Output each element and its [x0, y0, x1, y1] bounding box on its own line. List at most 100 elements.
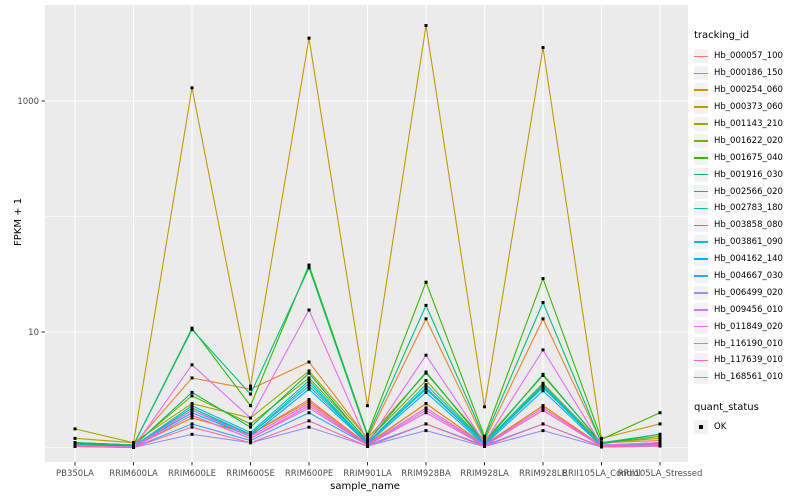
data-point — [424, 429, 428, 433]
legend-item-Hb_001622_020: Hb_001622_020 — [694, 132, 800, 149]
data-point — [658, 436, 662, 440]
panel-background — [45, 5, 688, 462]
data-point — [190, 328, 194, 332]
data-point — [541, 422, 545, 426]
data-point — [190, 432, 194, 436]
data-point — [424, 280, 428, 284]
data-point — [658, 441, 662, 445]
data-point — [541, 429, 545, 433]
line-swatch-icon — [694, 285, 708, 300]
data-point — [424, 24, 428, 28]
data-point — [541, 389, 545, 393]
legend-item-Hb_009456_010: Hb_009456_010 — [694, 301, 800, 318]
data-point — [190, 411, 194, 415]
data-point — [307, 266, 311, 270]
data-point — [190, 402, 194, 406]
data-point — [600, 441, 603, 445]
data-point — [483, 405, 486, 409]
line-swatch-icon — [694, 218, 708, 233]
data-point — [541, 348, 545, 352]
line-swatch-icon — [694, 302, 708, 317]
y-tick-label: 10 — [28, 328, 39, 338]
data-point — [73, 441, 77, 445]
data-point — [366, 441, 369, 445]
data-point — [249, 434, 252, 438]
data-point — [483, 434, 486, 438]
x-tick-label: PB350LA — [56, 469, 94, 479]
legend-item-Hb_004667_030: Hb_004667_030 — [694, 268, 800, 285]
data-point — [249, 384, 252, 388]
data-point — [307, 419, 311, 423]
data-point — [600, 437, 603, 441]
x-tick-label: RRIM928BA — [401, 469, 451, 479]
data-point — [424, 317, 428, 321]
data-point — [541, 386, 545, 390]
data-point — [541, 317, 545, 321]
data-point — [424, 386, 428, 390]
legend-item-label: Hb_006499_020 — [714, 287, 783, 298]
line-swatch-icon — [694, 370, 708, 385]
data-point — [249, 422, 252, 426]
legend-item-Hb_006499_020: Hb_006499_020 — [694, 284, 800, 301]
data-point — [366, 404, 369, 408]
legend-item-Hb_001143_210: Hb_001143_210 — [694, 116, 800, 133]
data-point — [424, 411, 428, 415]
data-point — [424, 408, 428, 412]
data-point — [424, 379, 428, 383]
line-swatch-icon — [694, 133, 708, 148]
data-point — [249, 404, 252, 408]
legend-item-label: Hb_003858_080 — [714, 220, 783, 231]
data-point — [249, 436, 252, 440]
legend-item-label: Hb_000254_060 — [714, 85, 783, 96]
legend-item-label: Hb_009456_010 — [714, 304, 783, 315]
data-point — [307, 379, 311, 383]
legend-item-label: Hb_002566_020 — [714, 186, 783, 197]
x-tick-label: RRIM928LA — [460, 469, 509, 479]
data-point — [307, 404, 311, 408]
legend-item-label: Hb_000186_150 — [714, 68, 783, 79]
legend-title-quant-status: quant_status — [694, 401, 759, 413]
data-point — [249, 416, 252, 420]
data-point — [366, 434, 369, 438]
data-point — [424, 422, 428, 426]
line-swatch-icon — [694, 184, 708, 199]
data-point — [249, 425, 252, 429]
data-point — [307, 411, 311, 415]
legend-item-label: Hb_001622_020 — [714, 135, 783, 146]
data-point — [307, 425, 311, 429]
data-point — [73, 445, 77, 449]
data-point — [658, 444, 662, 448]
data-point — [658, 438, 662, 442]
line-swatch-icon — [694, 83, 708, 98]
data-point — [658, 434, 662, 438]
y-axis-title: FPKM + 1 — [13, 197, 24, 246]
data-point — [307, 263, 311, 267]
legend-item-Hb_002783_180: Hb_002783_180 — [694, 200, 800, 217]
legend-item-Hb_002566_020: Hb_002566_020 — [694, 183, 800, 200]
line-swatch-icon — [694, 319, 708, 334]
legend-tracking-items: Hb_000057_100 Hb_000186_150 Hb_000254_060 H… — [694, 48, 800, 386]
line-swatch-icon — [694, 117, 708, 131]
y-tick-label: 1000 — [17, 97, 39, 107]
x-tick-label: RRIM600LE — [168, 469, 216, 479]
legend-item-Hb_168561_010: Hb_168561_010 — [694, 369, 800, 386]
data-point — [307, 36, 311, 40]
data-point — [424, 402, 428, 406]
data-point — [424, 387, 428, 391]
legend-item-label: Hb_002783_180 — [714, 203, 783, 214]
data-point — [190, 390, 194, 394]
legend-title-tracking-id: tracking_id — [694, 30, 750, 41]
line-swatch-icon — [694, 235, 708, 250]
data-point — [483, 436, 486, 440]
data-point — [307, 384, 311, 388]
data-point — [307, 369, 311, 373]
data-point — [483, 445, 486, 449]
data-point — [600, 445, 603, 449]
legend-item-label: Hb_116190_010 — [714, 338, 783, 349]
data-point — [249, 438, 252, 442]
data-point — [307, 376, 311, 380]
legend-item-Hb_116190_010: Hb_116190_010 — [694, 335, 800, 352]
data-point — [249, 392, 252, 396]
data-point — [366, 436, 369, 440]
